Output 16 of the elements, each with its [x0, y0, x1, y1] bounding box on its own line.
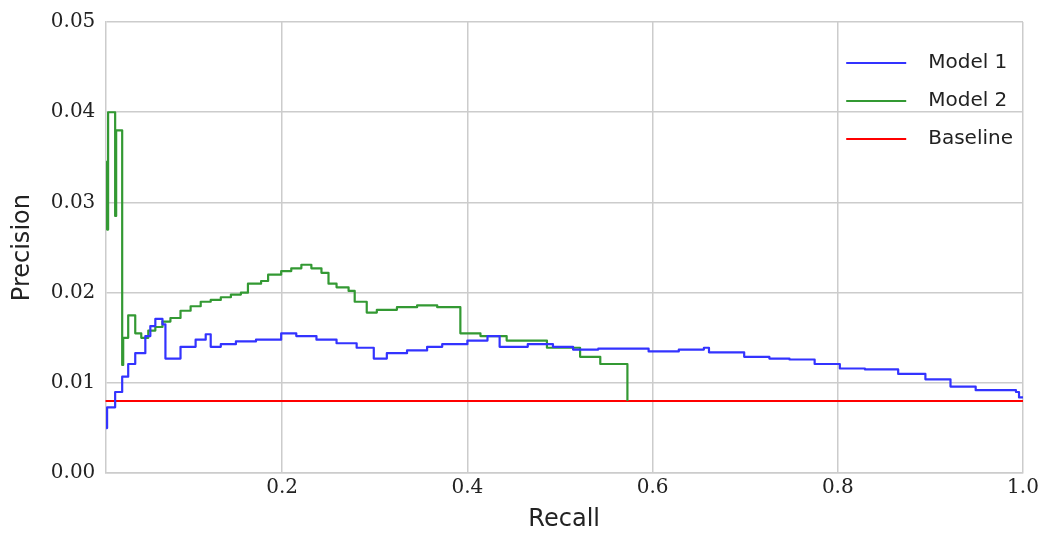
y-axis-title: Precision [6, 194, 35, 302]
x-tick-label: 0.2 [266, 474, 299, 499]
x-axis-title: Recall [528, 503, 600, 532]
legend-label: Model 1 [928, 49, 1008, 74]
y-tick-label: 0.04 [50, 98, 96, 123]
y-tick-label: 0.02 [50, 278, 96, 303]
x-tick-label: 0.6 [636, 474, 669, 499]
x-tick-label: 0.4 [451, 474, 484, 499]
legend-label: Model 2 [928, 87, 1008, 112]
x-tick-label: 0.8 [821, 474, 854, 499]
x-tick-label: 1.0 [1007, 474, 1039, 499]
legend-label: Baseline [928, 125, 1013, 150]
y-tick-label: 0.03 [50, 188, 96, 213]
y-tick-label: 0.01 [50, 369, 96, 394]
y-tick-label: 0.00 [50, 459, 96, 484]
y-tick-label: 0.05 [50, 8, 96, 33]
